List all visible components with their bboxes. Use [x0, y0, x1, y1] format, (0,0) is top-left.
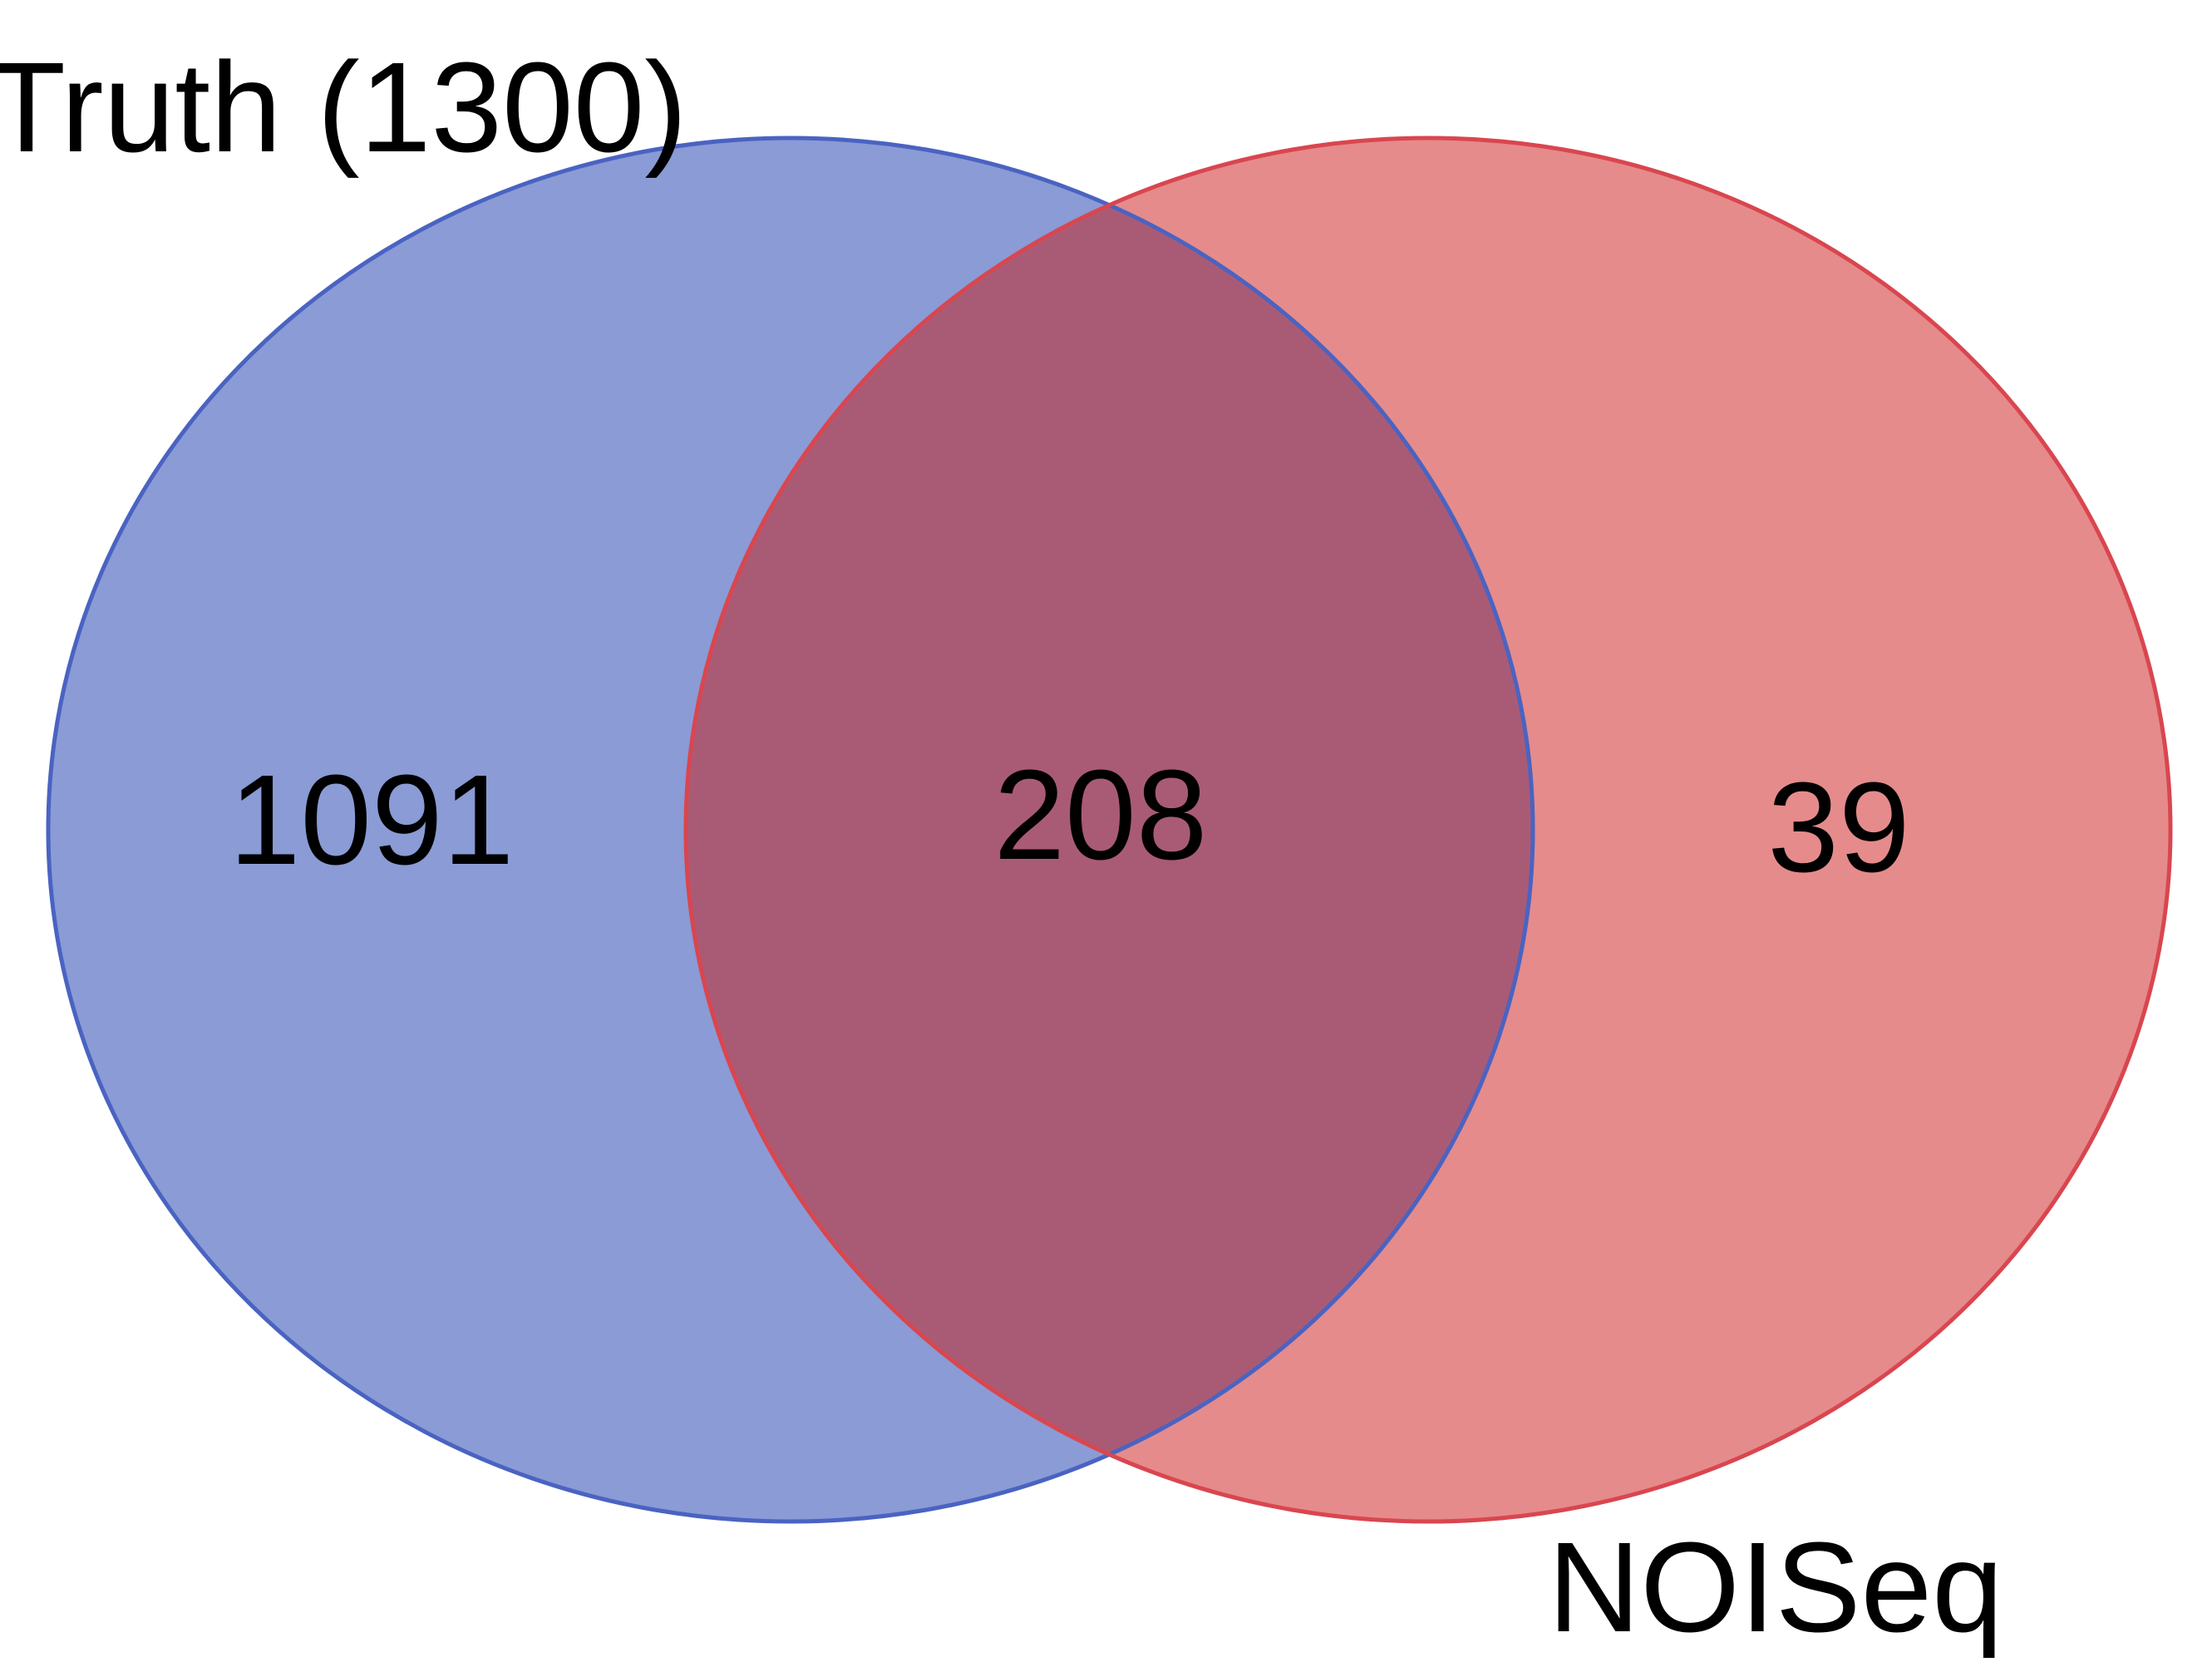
truth-set-outline — [46, 136, 1535, 1524]
noiseq-set-label: NOISeq — [1548, 1516, 2003, 1659]
noiseq-set-outline — [683, 136, 2173, 1524]
truth-only-count: 1091 — [229, 748, 515, 891]
overlap-region — [686, 138, 1533, 1522]
noiseq-only-count: 39 — [1767, 756, 1909, 899]
truth-set-label: Truth (1300) — [0, 36, 687, 179]
overlap-count: 208 — [994, 743, 1208, 886]
